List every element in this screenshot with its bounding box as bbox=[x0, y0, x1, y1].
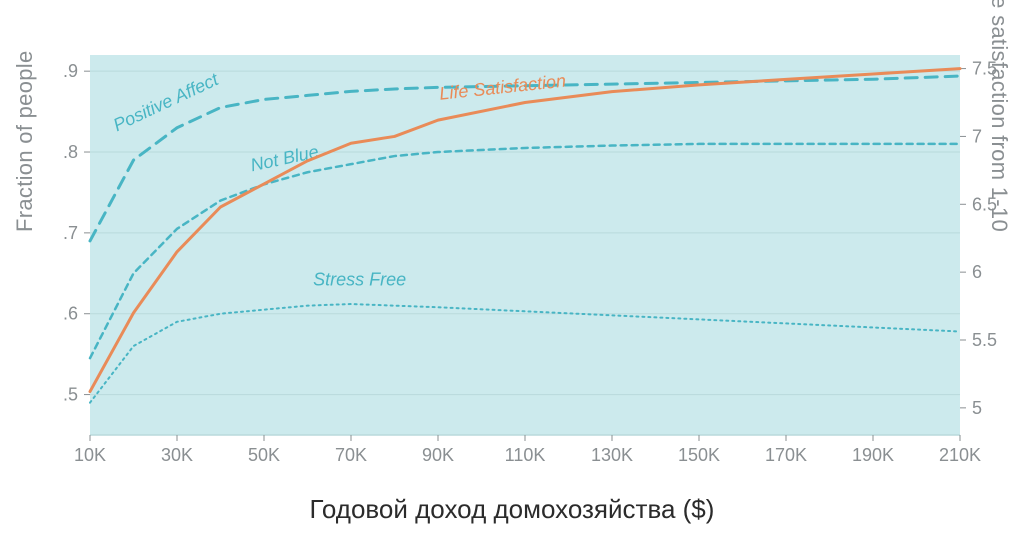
x-tick-label: 130K bbox=[591, 445, 633, 465]
y-right-tick-label: 7 bbox=[972, 126, 982, 146]
x-tick-label: 210K bbox=[939, 445, 981, 465]
plot-area bbox=[90, 55, 960, 435]
x-tick-label: 190K bbox=[852, 445, 894, 465]
y-left-tick-label: .6 bbox=[63, 304, 78, 324]
line-chart: 10K 30K 50K 70K 90K 110K 130K 150K 170K 190K 210K.… bbox=[0, 0, 1024, 543]
y-left-tick-label: .9 bbox=[63, 61, 78, 81]
y-right-axis-label: Life satisfaction from 1-10 bbox=[986, 0, 1012, 232]
y-left-tick-label: .7 bbox=[63, 223, 78, 243]
y-right-tick-label: 5.5 bbox=[972, 330, 997, 350]
y-left-axis-label: Fraction of people bbox=[12, 50, 38, 232]
x-tick-label: 150K bbox=[678, 445, 720, 465]
x-tick-label: 70K bbox=[335, 445, 367, 465]
x-tick-label: 90K bbox=[422, 445, 454, 465]
y-right-tick-label: 5 bbox=[972, 398, 982, 418]
x-tick-label: 10K bbox=[74, 445, 106, 465]
y-right-tick-label: 6 bbox=[972, 262, 982, 282]
y-left-tick-label: .8 bbox=[63, 142, 78, 162]
x-tick-label: 170K bbox=[765, 445, 807, 465]
x-tick-label: 30K bbox=[161, 445, 193, 465]
x-tick-label: 110K bbox=[505, 445, 546, 465]
y-left-tick-label: .5 bbox=[63, 385, 78, 405]
series-label: Stress Free bbox=[313, 270, 406, 290]
chart-container: 10K 30K 50K 70K 90K 110K 130K 150K 170K 190K 210K.… bbox=[0, 0, 1024, 543]
x-tick-label: 50K bbox=[248, 445, 280, 465]
x-axis-label: Годовой доход домохозяйства ($) bbox=[0, 494, 1024, 525]
